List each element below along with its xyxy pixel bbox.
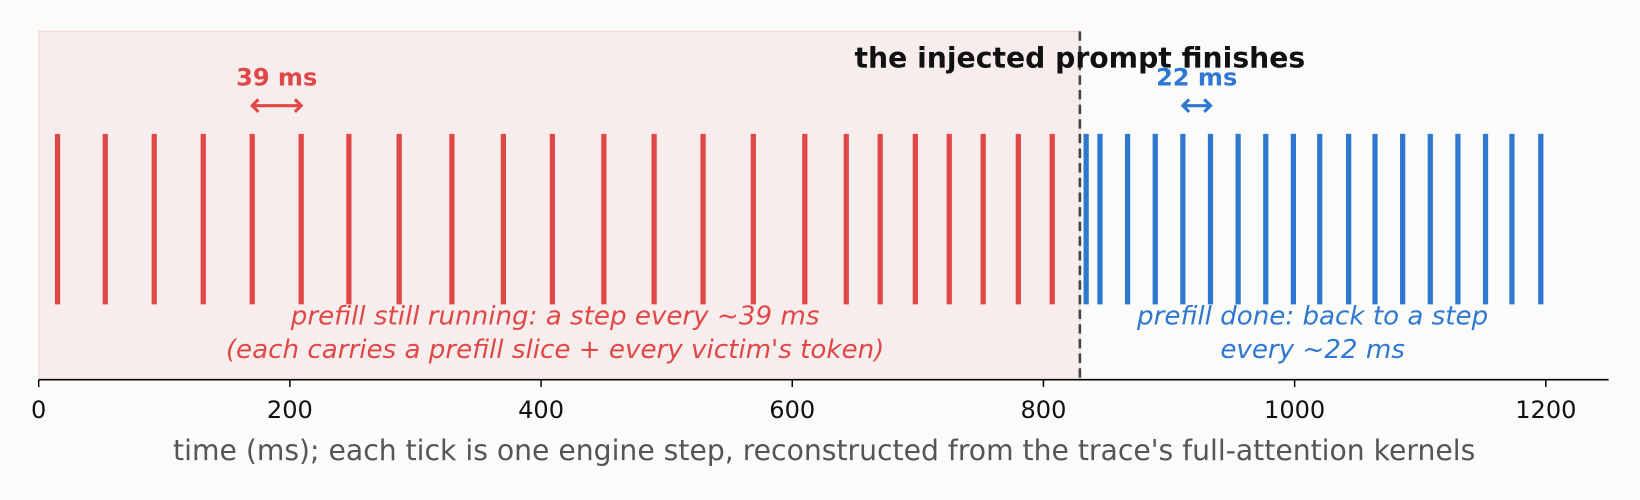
shade-layer	[37, 30, 1081, 381]
phase-label: prefill still running: a step every ~39 …	[290, 301, 820, 331]
x-tick-label: 1000	[1264, 396, 1325, 424]
x-tick-label: 800	[1020, 396, 1066, 424]
shaded-region	[37, 30, 1081, 381]
x-tick-label: 200	[267, 396, 313, 424]
gap-label: 39 ms	[236, 63, 317, 91]
gap-label: 22 ms	[1156, 63, 1237, 91]
x-tick-label: 1200	[1515, 396, 1576, 424]
x-tick-label: 0	[31, 396, 46, 424]
x-axis-label: time (ms); each tick is one engine step,…	[173, 434, 1475, 467]
chart-title: the injected prompt finishes	[855, 42, 1306, 75]
phase-label: prefill done: back to a step	[1136, 301, 1488, 331]
x-tick-label: 600	[769, 396, 815, 424]
x-tick-label: 400	[518, 396, 564, 424]
gap-arrow	[1180, 98, 1213, 114]
phase-label: every ~22 ms	[1220, 335, 1405, 365]
phase-label: (each carries a prefill slice + every vi…	[226, 335, 884, 365]
gap-arrow	[249, 98, 304, 114]
